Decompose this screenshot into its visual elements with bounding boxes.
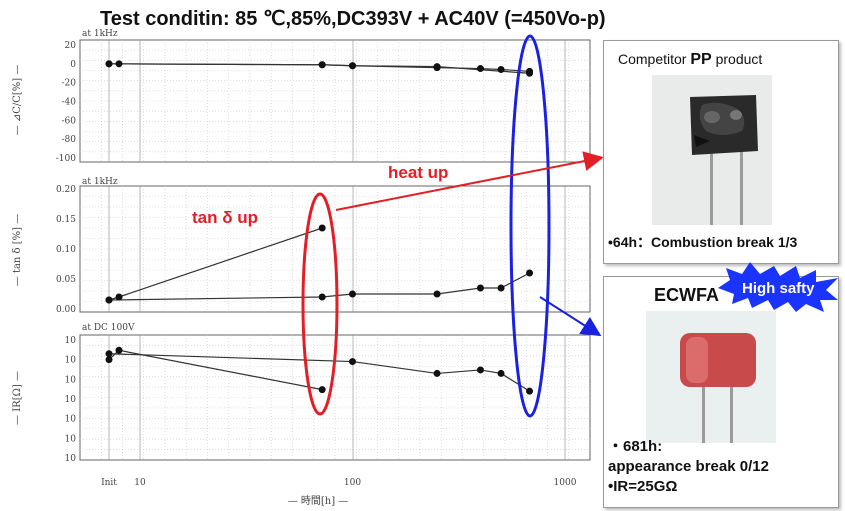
panel-ir-condition: at DC 100V — [82, 323, 135, 333]
x-tick-labels: Init 10 100 1000 — [101, 478, 577, 488]
capacitance-data-point — [349, 62, 356, 70]
competitor-title-bold: PP — [690, 51, 712, 68]
ir-data-point — [526, 387, 534, 395]
y-tick-label: 10 — [65, 454, 77, 464]
capacitance-data-point — [476, 65, 484, 73]
ecwfa-note-line1: ・681h: — [608, 438, 663, 455]
burnt-capacitor-photo — [652, 75, 772, 225]
ecwfa-note-line2: appearance break 0/12 — [608, 458, 769, 475]
y-tick-label: 10 — [65, 336, 77, 346]
ir-data-point — [476, 366, 484, 374]
tan_delta-data-point — [497, 284, 505, 292]
panel-ir-ylabel: — IR[Ω] — — [12, 371, 23, 425]
tan-delta-up-annotation: tan δ up — [192, 208, 259, 227]
ecwfa-arrow — [539, 296, 602, 337]
y-tick-label: 20 — [65, 41, 77, 51]
capacitance-data-point — [433, 63, 441, 71]
competitor-title-prefix: Competitor — [618, 51, 691, 67]
tan_delta-data-point — [105, 296, 113, 304]
681h-highlight-ellipse — [509, 34, 551, 418]
y-tick-label: 0.05 — [56, 275, 76, 285]
tan_delta-data-point — [476, 284, 484, 292]
high-safety-badge-label: High safty — [742, 280, 815, 297]
y-tick-label: 0.00 — [56, 305, 76, 315]
competitor-title: Competitor PP product — [618, 51, 762, 69]
competitor-product-box: Competitor PP product •64h：Combustion br… — [603, 40, 839, 264]
ir-data-point — [115, 346, 123, 354]
capacitance-data-point — [115, 60, 123, 68]
y-tick-label: -40 — [62, 98, 77, 108]
tan_delta-data-point — [433, 290, 441, 298]
tan_delta-data-point — [318, 293, 326, 301]
y-tick-label: 0 — [70, 60, 76, 70]
y-tick-labels: 20 0 -20 -40 -60 -80 -100 0.20 0.15 0.10 0.05 0.00 1… — [56, 41, 77, 464]
panel-capacitance-ylabel: — ⊿C/C[%] — — [12, 65, 23, 136]
tan_delta-data-point — [526, 269, 534, 277]
ir-data-point — [318, 386, 326, 394]
panel-capacitance-condition: at 1kHz — [82, 29, 118, 39]
y-tick-label: 10 — [65, 375, 77, 385]
competitor-note: •64h：Combustion break 1/3 — [608, 234, 798, 250]
tan_delta-data-point — [115, 293, 123, 301]
y-tick-label: 10 — [65, 415, 77, 425]
ecwfa-title: ECWFA — [654, 285, 719, 305]
x-axis-label: — 時間[h] — — [288, 495, 349, 507]
x-tick-label: Init — [101, 478, 117, 488]
x-tick-label: 100 — [344, 478, 361, 488]
y-tick-label: 0.20 — [56, 185, 76, 195]
ir-data-point — [433, 369, 441, 377]
y-tick-label: -60 — [62, 116, 77, 126]
ecwfa-capacitor-photo — [646, 311, 776, 443]
tan_delta-data-point — [318, 224, 326, 232]
ir-data-point — [497, 369, 505, 377]
ir-data-point — [105, 356, 113, 364]
x-tick-label: 1000 — [554, 478, 577, 488]
ir-data-point — [105, 350, 113, 358]
chart-title: Test conditin: 85 ℃,85%,DC393V + AC40V (… — [100, 8, 606, 30]
panel-tan-delta-condition: at 1kHz — [82, 177, 118, 187]
capacitance-data-point — [105, 60, 113, 68]
ecwfa-product-box: ECWFA ・681h: appearance break 0/12 •IR=2… — [603, 276, 839, 508]
high-safety-badge-burst — [718, 262, 838, 312]
y-tick-label: 0.15 — [56, 215, 76, 225]
ir-series-1-line — [108, 353, 530, 392]
competitor-title-suffix: product — [711, 51, 763, 67]
capacitance-data-point — [497, 65, 505, 73]
y-tick-label: 0.10 — [56, 245, 76, 255]
y-tick-label: 10 — [65, 356, 77, 366]
data-points — [105, 60, 534, 395]
x-tick-label: 10 — [134, 478, 146, 488]
heat-up-annotation: heat up — [388, 163, 449, 182]
ir-data-point — [349, 358, 356, 366]
y-tick-label: -20 — [62, 79, 77, 89]
y-tick-label: -80 — [62, 135, 77, 145]
tan-delta-highlight-ellipse — [301, 192, 339, 416]
y-tick-label: 10 — [65, 395, 77, 405]
heat-up-arrow — [335, 151, 604, 211]
tan_delta-data-point — [349, 290, 356, 298]
ecwfa-note-line3: •IR=25GΩ — [608, 478, 678, 495]
y-tick-label: -100 — [56, 154, 76, 164]
y-tick-label: 10 — [65, 434, 77, 444]
capacitance-data-point — [526, 69, 534, 77]
panel-tan-delta-ylabel: — tan δ [%] — — [12, 214, 23, 286]
capacitance-data-point — [318, 61, 326, 69]
